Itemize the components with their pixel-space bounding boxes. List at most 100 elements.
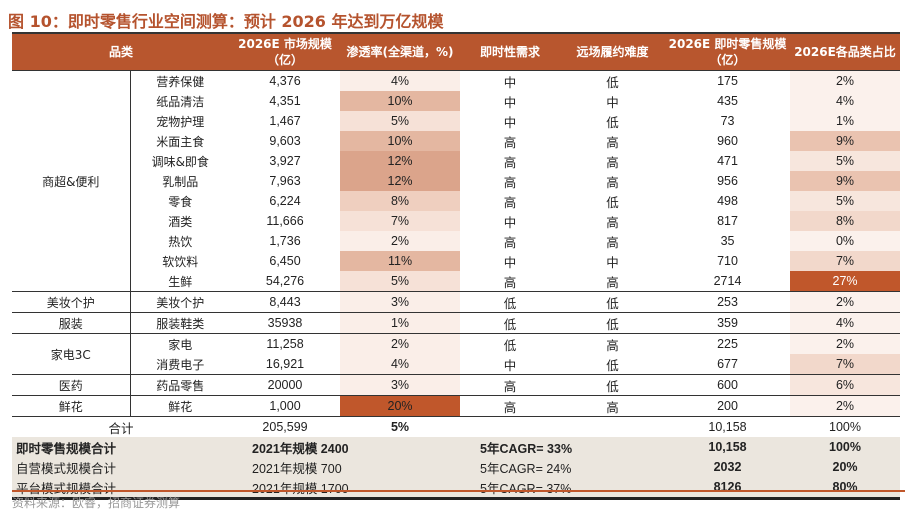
market-size-cell: 16,921 xyxy=(265,357,305,371)
penetration-cell: 5% xyxy=(340,271,461,292)
total-scale: 10,158 xyxy=(665,416,791,437)
subcategory-cell: 鲜花 xyxy=(130,395,231,417)
difficulty-cell: 高 xyxy=(560,395,666,417)
difficulty-cell: 高 xyxy=(560,333,666,354)
table-row: 鲜花 鲜花 1,000 20% 高高 200 2% xyxy=(12,395,901,417)
share-cell: 2% xyxy=(790,70,901,91)
header-immediacy: 即时性需求 xyxy=(460,33,561,71)
table-row: 纸品清洁 4,351 10% 中 中 435 4% xyxy=(12,91,901,111)
difficulty-cell: 低 xyxy=(606,114,619,130)
penetration-cell: 1% xyxy=(340,312,461,334)
share-cell: 9% xyxy=(790,131,901,151)
share-cell: 2% xyxy=(790,333,901,354)
penetration-cell: 20% xyxy=(340,395,461,417)
summary-base: 2021年规模 2400 xyxy=(230,437,461,457)
immediacy-cell: 高 xyxy=(503,134,517,150)
header-scale: 2026E 即时零售规模（亿） xyxy=(665,33,791,71)
summary-row: 自营模式规模合计 2021年规模 700 5年CAGR= 24% 2032 20% xyxy=(12,457,901,477)
immediacy-cell: 中 xyxy=(460,70,561,91)
instant-scale-cell: 359 xyxy=(665,312,791,334)
immediacy-cell: 中 xyxy=(503,94,517,110)
penetration-cell: 2% xyxy=(340,333,461,354)
market-table: 品类 2026E 市场规模（亿） 渗透率(全渠道，%) 即时性需求 远场履约难度… xyxy=(12,32,901,500)
difficulty-cell: 低 xyxy=(606,357,619,373)
difficulty-cell: 低 xyxy=(560,374,666,396)
subcategory-cell: 消费电子 xyxy=(156,357,205,372)
summary-scale: 2032 xyxy=(665,457,791,477)
summary-share: 80% xyxy=(790,477,901,500)
summary-base: 2021年规模 700 xyxy=(230,457,461,477)
immediacy-cell: 低 xyxy=(460,312,561,334)
share-cell: 4% xyxy=(790,91,901,111)
instant-scale-cell: 956 xyxy=(717,174,738,188)
summary-cagr: 5年CAGR= 24% xyxy=(460,457,666,477)
market-size-cell: 1,000 xyxy=(230,395,341,417)
total-row: 合计 205,599 5% 10,158 100% xyxy=(12,416,901,437)
share-cell: 2% xyxy=(790,395,901,417)
table-row: 酒类 11,666 7% 中 高 817 8% xyxy=(12,211,901,231)
immediacy-cell: 高 xyxy=(503,234,517,250)
table-row: 米面主食 9,603 10% 高 高 960 9% xyxy=(12,131,901,151)
share-cell: 27% xyxy=(790,271,901,292)
share-cell: 8% xyxy=(790,211,901,231)
table-row: 医药 药品零售 20000 3% 高低 600 6% xyxy=(12,374,901,396)
footer-rule xyxy=(12,490,905,492)
difficulty-cell: 低 xyxy=(560,312,666,334)
figure-title: 图 10：即时零售行业空间测算：预计 2026 年达到万亿规模 xyxy=(8,12,444,31)
market-size-cell: 4,376 xyxy=(230,70,341,91)
header-share: 2026E各品类占比 xyxy=(790,33,901,71)
subcategory-cell: 营养保健 xyxy=(130,70,231,91)
immediacy-cell: 低 xyxy=(460,333,561,354)
difficulty-cell: 高 xyxy=(606,174,619,190)
share-cell: 7% xyxy=(790,354,901,375)
market-size-cell: 20000 xyxy=(230,374,341,396)
market-size-cell: 7,963 xyxy=(269,174,301,188)
subcategory-cell: 生鲜 xyxy=(168,274,193,289)
table-row: 家电3C 家电 11,258 2% 低高 225 2% xyxy=(12,333,901,375)
total-penetration: 5% xyxy=(340,416,461,437)
share-cell: 5% xyxy=(790,151,901,171)
market-table-wrapper: 品类 2026E 市场规模（亿） 渗透率(全渠道，%) 即时性需求 远场履约难度… xyxy=(12,32,901,500)
immediacy-cell: 中 xyxy=(503,254,517,270)
header-row: 品类 2026E 市场规模（亿） 渗透率(全渠道，%) 即时性需求 远场履约难度… xyxy=(12,33,901,71)
instant-scale-cell: 600 xyxy=(665,374,791,396)
summary-share: 100% xyxy=(790,437,901,457)
immediacy-cell: 中 xyxy=(503,357,517,373)
market-size-cell: 11,258 xyxy=(230,333,341,354)
instant-scale-cell: 175 xyxy=(665,70,791,91)
total-market: 205,599 xyxy=(230,416,341,437)
blank xyxy=(460,416,666,437)
subcategory-cell: 美妆个护 xyxy=(130,291,231,313)
table-row: 软饮料 6,450 11% 中 中 710 7% xyxy=(12,251,901,271)
immediacy-cell: 低 xyxy=(460,291,561,313)
market-size-cell: 8,443 xyxy=(230,291,341,313)
instant-scale-cell: 35 xyxy=(720,234,735,248)
immediacy-cell: 高 xyxy=(503,154,517,170)
penetration-cell: 12% xyxy=(340,171,461,191)
immediacy-cell: 高 xyxy=(503,274,517,290)
table-row: 商超&便利 营养保健 4,376 4% 中低 175 2% xyxy=(12,70,901,292)
market-size-cell: 54,276 xyxy=(265,274,305,288)
table-row: 零食 6,224 8% 高 低 498 5% xyxy=(12,191,901,211)
summary-label: 自营模式规模合计 xyxy=(12,457,231,477)
immediacy-cell: 高 xyxy=(460,374,561,396)
subcategory-cell: 软饮料 xyxy=(162,254,199,269)
difficulty-cell: 高 xyxy=(606,274,619,290)
penetration-cell: 2% xyxy=(340,231,461,251)
immediacy-cell: 高 xyxy=(503,174,517,190)
market-size-cell: 9,603 xyxy=(269,134,301,148)
table-row: 宠物护理 1,467 5% 中 低 73 1% xyxy=(12,111,901,131)
instant-scale-cell: 471 xyxy=(717,154,738,168)
category-group-cell: 鲜花 xyxy=(12,395,131,417)
summary-row: 即时零售规模合计 2021年规模 2400 5年CAGR= 33% 10,158 100… xyxy=(12,437,901,457)
instant-scale-cell: 73 xyxy=(720,114,735,128)
subcategory-cell: 家电 xyxy=(130,333,231,354)
subcategory-cell: 纸品清洁 xyxy=(156,94,205,109)
penetration-cell: 12% xyxy=(340,151,461,171)
header-difficulty: 远场履约难度 xyxy=(560,33,666,71)
subcategory-cell: 药品零售 xyxy=(130,374,231,396)
penetration-cell: 4% xyxy=(340,354,461,375)
table-row: 热饮 1,736 2% 高 高 35 0% xyxy=(12,231,901,251)
share-cell: 7% xyxy=(790,251,901,271)
subcategory-cell: 热饮 xyxy=(168,234,193,249)
